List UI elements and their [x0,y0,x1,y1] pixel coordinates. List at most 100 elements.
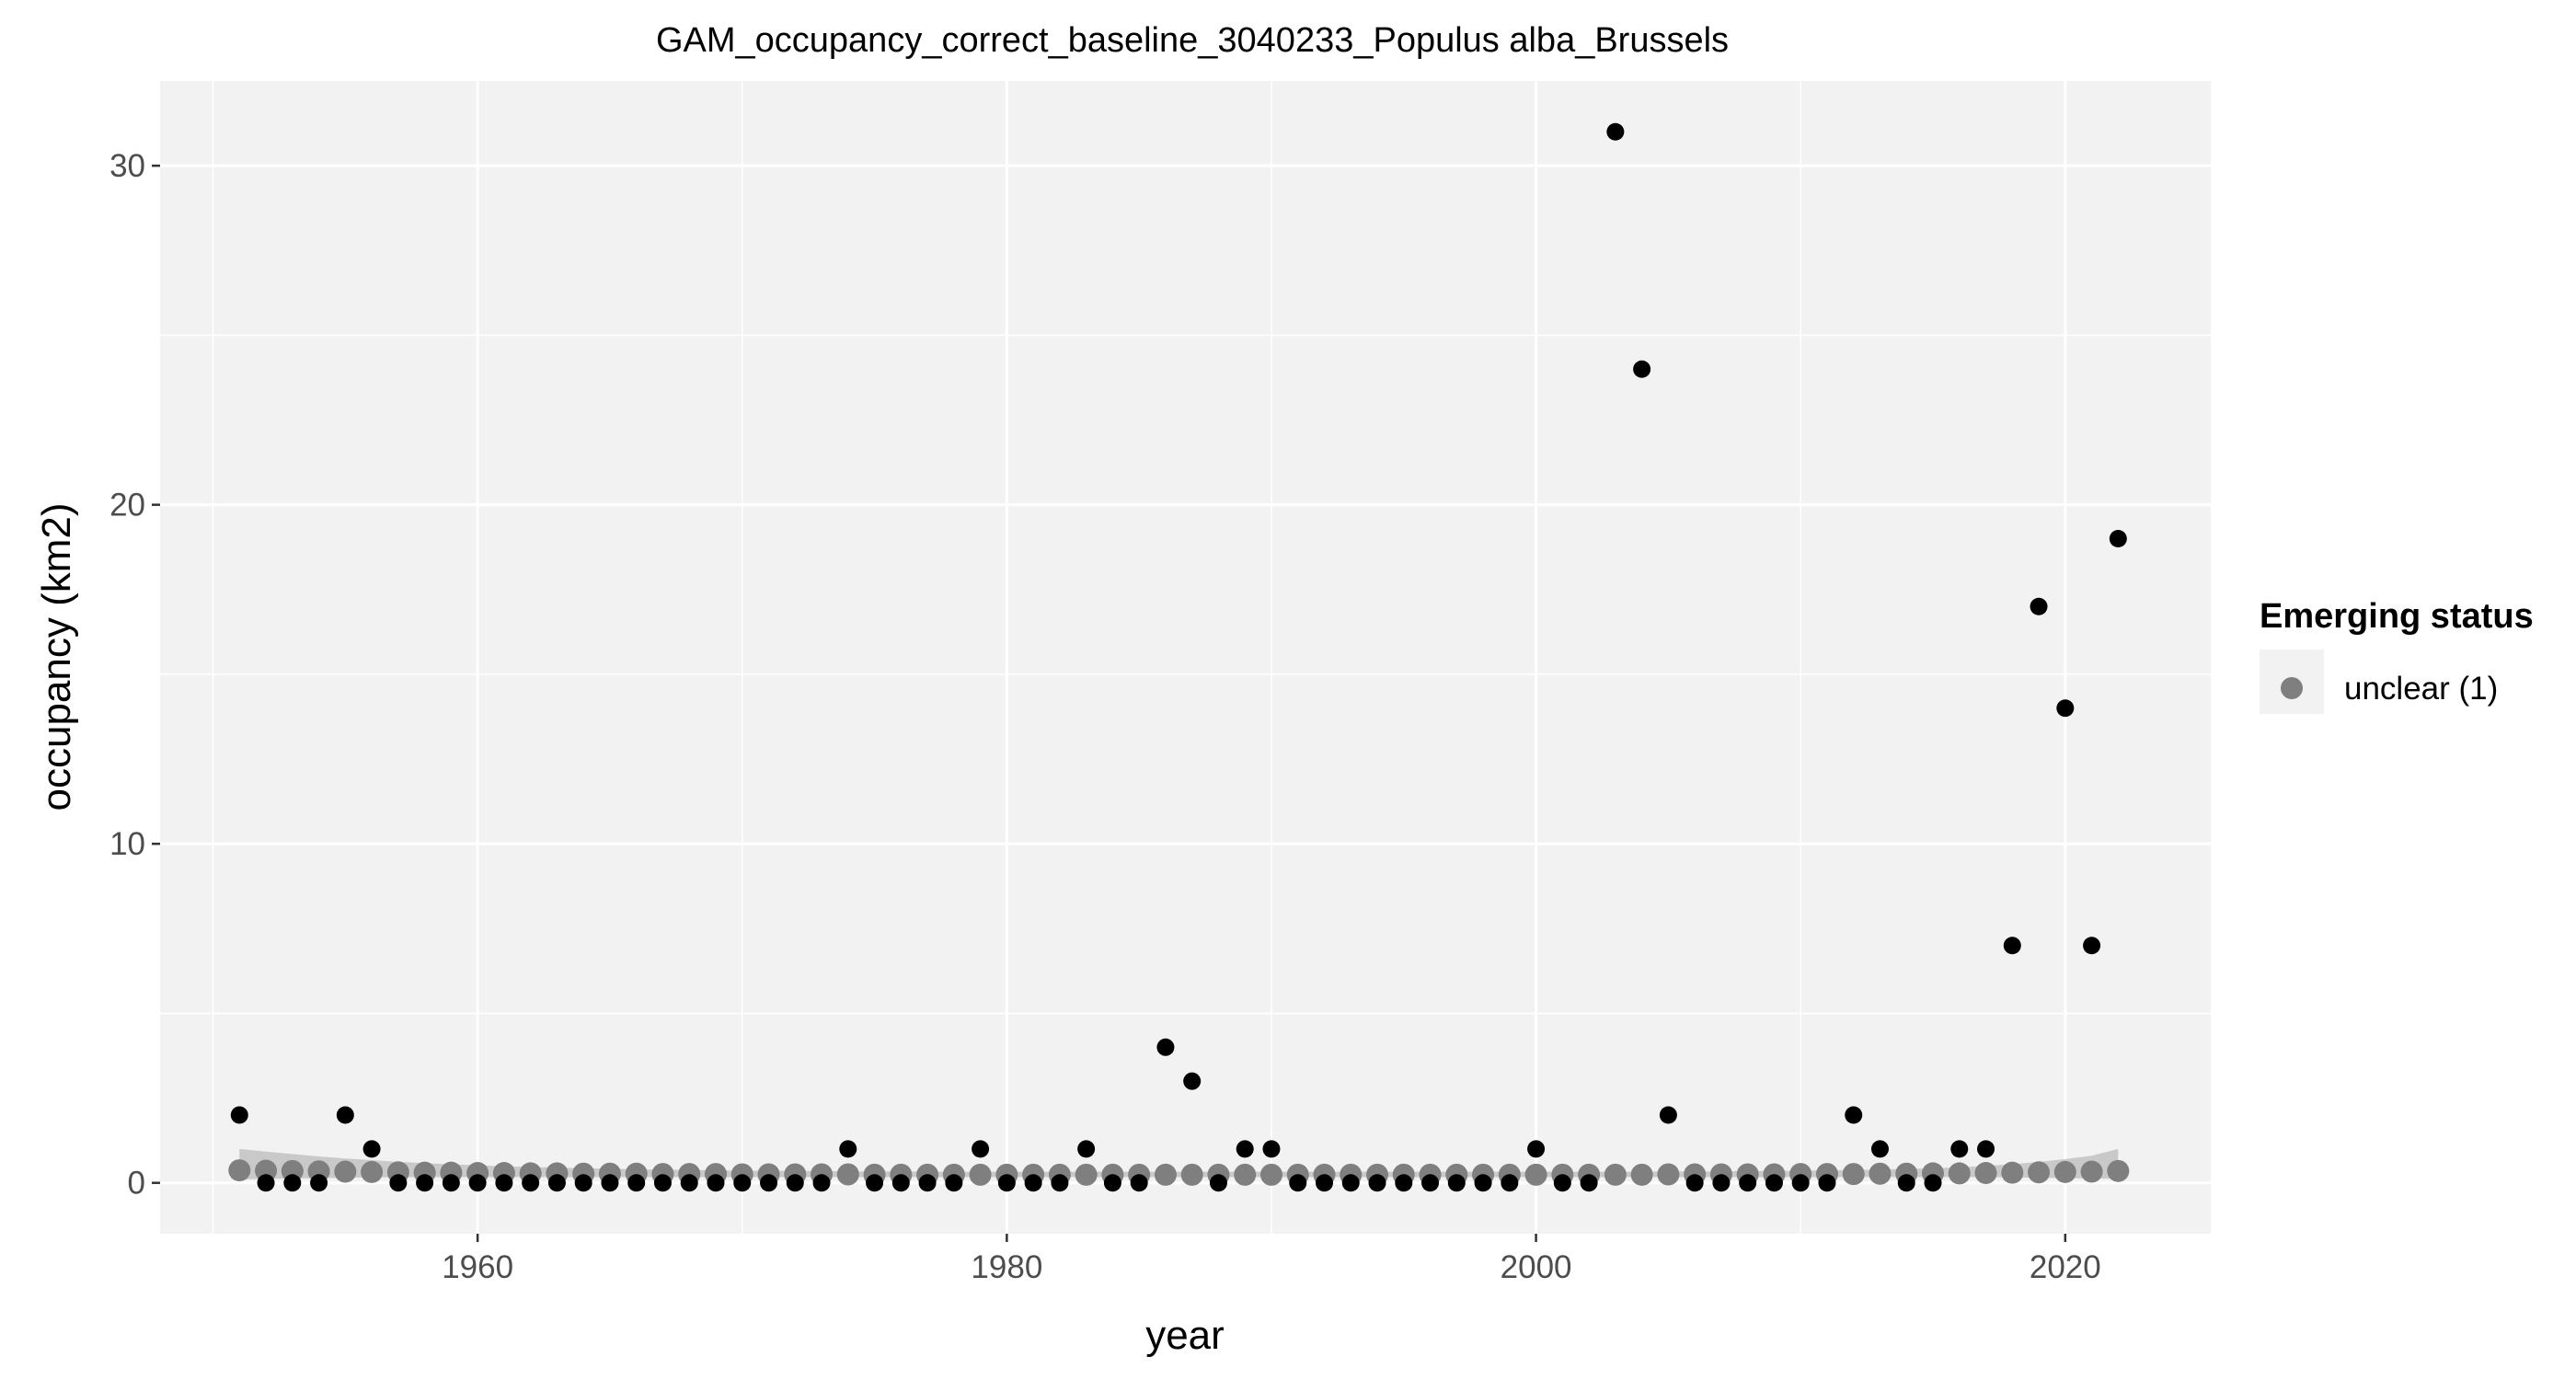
observed-point [1818,1174,1836,1192]
observed-point [601,1174,619,1192]
observed-point [1368,1174,1386,1192]
x-tick-label: 2020 [2030,1249,2101,1285]
fitted-point [1657,1163,1680,1186]
fitted-point [1234,1163,1257,1186]
observed-point [866,1174,884,1192]
observed-point [442,1174,460,1192]
fitted-point [1180,1163,1203,1186]
observed-point [1289,1174,1307,1192]
observed-point [310,1174,328,1192]
fitted-point [1869,1162,1892,1185]
observed-point [1421,1174,1440,1192]
observed-point [2003,937,2021,955]
observed-point [389,1174,408,1192]
observed-point [2056,699,2075,718]
fitted-point [1604,1163,1627,1186]
fitted-point [1948,1162,1971,1185]
fitted-point [1075,1163,1098,1186]
observed-point [997,1174,1016,1192]
fitted-point [2001,1161,2024,1184]
chart-title: GAM_occupancy_correct_baseline_3040233_P… [656,21,1729,60]
observed-point [1845,1106,1863,1124]
fitted-point [2080,1160,2103,1183]
observed-point [416,1174,434,1192]
observed-point [891,1174,910,1192]
observed-point [1870,1140,1889,1158]
observed-point [1765,1174,1783,1192]
observed-point [1897,1174,1915,1192]
observed-point [760,1174,778,1192]
fitted-point [361,1160,384,1183]
x-tick-label: 2000 [1501,1249,1572,1285]
observed-point [495,1174,513,1192]
fitted-point [1524,1163,1547,1186]
observed-point [2109,530,2127,548]
fitted-point [2053,1160,2076,1183]
observed-point [230,1106,248,1124]
observed-point [1183,1072,1202,1090]
observed-point [283,1174,302,1192]
observed-point [733,1174,752,1192]
observed-point [1712,1174,1731,1192]
grid-minor [160,81,2211,1234]
observed-point [1501,1174,1519,1192]
observed-point [336,1106,354,1124]
observed-point [1977,1140,1995,1158]
plot-panel [160,81,2211,1234]
legend-label-unclear: unclear (1) [2344,671,2498,707]
y-tick-label: 0 [128,1166,145,1202]
x-axis-title: year [1145,1313,1225,1358]
observed-point [1156,1038,1175,1056]
observed-point [627,1174,646,1192]
observed-point [945,1174,963,1192]
observed-point [257,1174,275,1192]
observed-point [1527,1140,1546,1158]
observed-point [1739,1174,1757,1192]
legend-key-unclear [2281,677,2303,699]
observed-point [2083,937,2101,955]
fitted-point [1154,1163,1177,1186]
observed-point [1130,1174,1148,1192]
fitted-point [334,1160,357,1183]
observed-point [574,1174,592,1192]
fitted-point [969,1163,992,1186]
observed-point [1659,1106,1677,1124]
observed-point [972,1140,990,1158]
legend: Emerging status unclear (1) [2260,597,2534,714]
observed-point [1024,1174,1042,1192]
observed-point [1791,1174,1810,1192]
observed-point [839,1140,857,1158]
observed-point [1236,1140,1254,1158]
observed-point [1633,360,1651,378]
observed-point [1262,1140,1281,1158]
legend-title: Emerging status [2260,597,2534,636]
x-tick-label: 1960 [442,1249,513,1285]
observed-point [1606,122,1625,141]
fitted-point [1974,1162,1997,1185]
fitted-point [228,1159,251,1182]
observed-point [1447,1174,1466,1192]
y-tick-label: 10 [109,826,145,862]
observed-point [812,1174,831,1192]
fitted-point [1259,1163,1282,1186]
observed-point [1051,1174,1069,1192]
y-axis: 0 10 20 30 [109,148,160,1202]
observed-point [918,1174,937,1192]
observed-points-series [230,122,2127,1192]
observed-point [786,1174,804,1192]
y-axis-title: occupancy (km2) [34,502,79,811]
observed-point [1950,1140,1969,1158]
observed-point [2030,597,2048,615]
observed-point [468,1174,487,1192]
observed-point [1209,1174,1227,1192]
observed-point [1103,1174,1121,1192]
observed-point [1474,1174,1492,1192]
y-tick-label: 30 [109,148,145,184]
observed-point [1077,1140,1096,1158]
observed-point [1924,1174,1942,1192]
observed-point [547,1174,566,1192]
observed-point [1553,1174,1571,1192]
observed-point [522,1174,540,1192]
observed-point [1341,1174,1360,1192]
